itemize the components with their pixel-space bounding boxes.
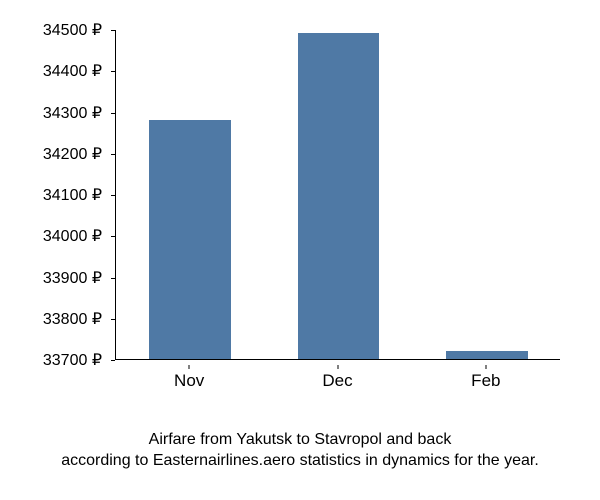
caption-line-2: according to Easternairlines.aero statis…: [61, 452, 539, 469]
x-label-feb: Feb: [471, 371, 500, 391]
bar-dec: [298, 33, 380, 359]
caption-line-1: Airfare from Yakutsk to Stavropol and ba…: [149, 431, 452, 448]
y-tick-label: 34200 ₽: [43, 144, 102, 164]
bar-nov: [149, 120, 231, 359]
y-tick-label: 34400 ₽: [43, 61, 102, 81]
plot-area: [115, 30, 560, 360]
airfare-chart: 34500 ₽ 34400 ₽ 34300 ₽ 34200 ₽ 34100 ₽ 34000…: [20, 20, 580, 420]
chart-caption: Airfare from Yakutsk to Stavropol and ba…: [0, 429, 600, 472]
y-tick-label: 34000 ₽: [43, 226, 102, 246]
y-tick-label: 34500 ₽: [43, 20, 102, 40]
y-tick-label: 34300 ₽: [43, 103, 102, 123]
bar-feb: [446, 351, 528, 359]
x-axis-labels: Nov Dec Feb: [115, 365, 560, 395]
y-tick-label: 34100 ₽: [43, 185, 102, 205]
y-axis-ticks: 34500 ₽34400 ₽34300 ₽34200 ₽34100 ₽34000…: [20, 30, 110, 360]
bars-container: [116, 30, 560, 359]
y-tick-label: 33800 ₽: [43, 309, 102, 329]
x-label-dec: Dec: [322, 371, 352, 391]
y-tick-label: 33700 ₽: [43, 350, 102, 370]
y-tick-label: 33900 ₽: [43, 268, 102, 288]
x-label-nov: Nov: [174, 371, 204, 391]
